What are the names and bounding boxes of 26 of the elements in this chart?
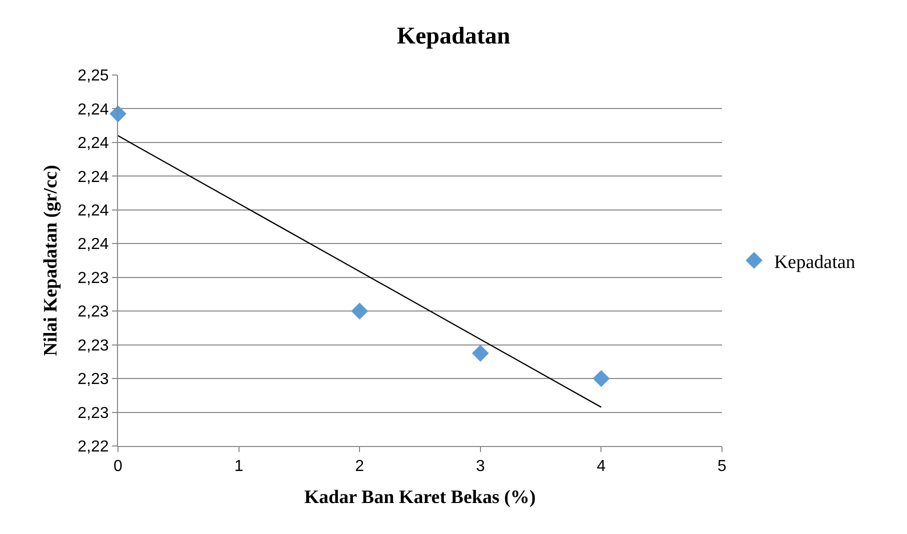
point [110,105,126,122]
y-tick-label: 2,23 [78,337,109,354]
x-tick-label: 4 [596,458,606,476]
x-tick-label: 5 [718,458,727,476]
y-tick-label: 2,25 [78,68,109,85]
y-tick-label: 2,24 [78,101,109,118]
x-tick-label: 0 [114,458,123,476]
point [592,370,610,387]
x-tick-label: 2 [355,458,364,476]
x-tick-label: 3 [476,458,485,476]
x-tick-label: 1 [234,458,244,476]
y-axis-title: Nilai Kepadatan (gr/cc) [40,164,62,356]
chart-title: Kepadatan [396,24,510,50]
y-tick-label: 2,23 [78,270,109,287]
y-tick-label: 2,24 [78,168,109,186]
y-tick-label: 2,23 [78,304,109,321]
y-tick-label: 2,23 [78,404,109,422]
y-tick-label: 2,23 [78,371,109,388]
point [472,344,489,362]
y-tick-label: 2,22 [78,438,109,456]
x-axis-title: Kadar Ban Karet Bekas (%) [304,487,536,508]
point [351,302,368,320]
y-tick-label: 2,24 [78,236,109,254]
y-tick-label: 2,24 [78,135,109,152]
legend-label: Kepadatan [774,252,856,273]
y-tick-label: 2,24 [78,202,109,220]
